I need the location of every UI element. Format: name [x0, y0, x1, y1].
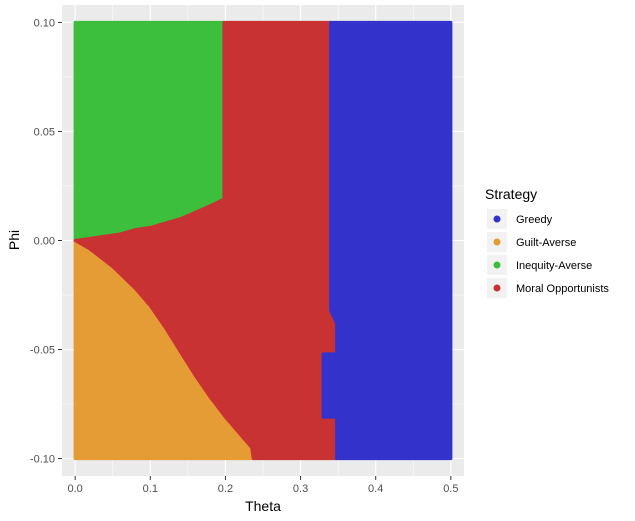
- x-tick-label: 0.0: [68, 483, 83, 495]
- y-tick-label: 0.05: [34, 126, 55, 138]
- y-tick-label: -0.05: [30, 345, 55, 357]
- x-tick-label: 0.2: [218, 483, 233, 495]
- y-tick-label: 0.10: [34, 17, 55, 29]
- y-tick-label: 0.00: [34, 236, 55, 248]
- y-axis-title: Phi: [6, 230, 22, 250]
- x-tick-label: 0.3: [293, 483, 308, 495]
- legend-swatch-guilt-averse: [493, 238, 501, 246]
- legend-title: Strategy: [485, 186, 537, 202]
- x-tick-label: 0.4: [368, 483, 383, 495]
- legend-label-inequity-averse: Inequity-Averse: [516, 260, 592, 272]
- region-greedy: [321, 20, 453, 461]
- legend-swatch-greedy: [493, 215, 501, 223]
- legend-swatch-moral-opportunists: [493, 284, 501, 292]
- legend-label-guilt-averse: Guilt-Averse: [516, 237, 576, 249]
- y-tick-label: -0.10: [30, 454, 55, 466]
- y-axis: -0.10 -0.05 0.00 0.05 0.10: [30, 17, 62, 466]
- region-inequity-averse: [73, 20, 226, 242]
- legend-label-greedy: Greedy: [516, 214, 553, 226]
- x-axis: 0.0 0.1 0.2 0.3 0.4 0.5: [68, 476, 458, 495]
- legend: Strategy Greedy Guilt-Averse Inequity-Aver…: [485, 186, 609, 298]
- x-tick-label: 0.5: [443, 483, 458, 495]
- legend-label-moral-opportunists: Moral Opportunists: [516, 283, 609, 295]
- strategy-regions: [73, 20, 453, 461]
- legend-swatch-inequity-averse: [493, 261, 501, 269]
- x-axis-title: Theta: [245, 498, 281, 514]
- x-tick-label: 0.1: [143, 483, 158, 495]
